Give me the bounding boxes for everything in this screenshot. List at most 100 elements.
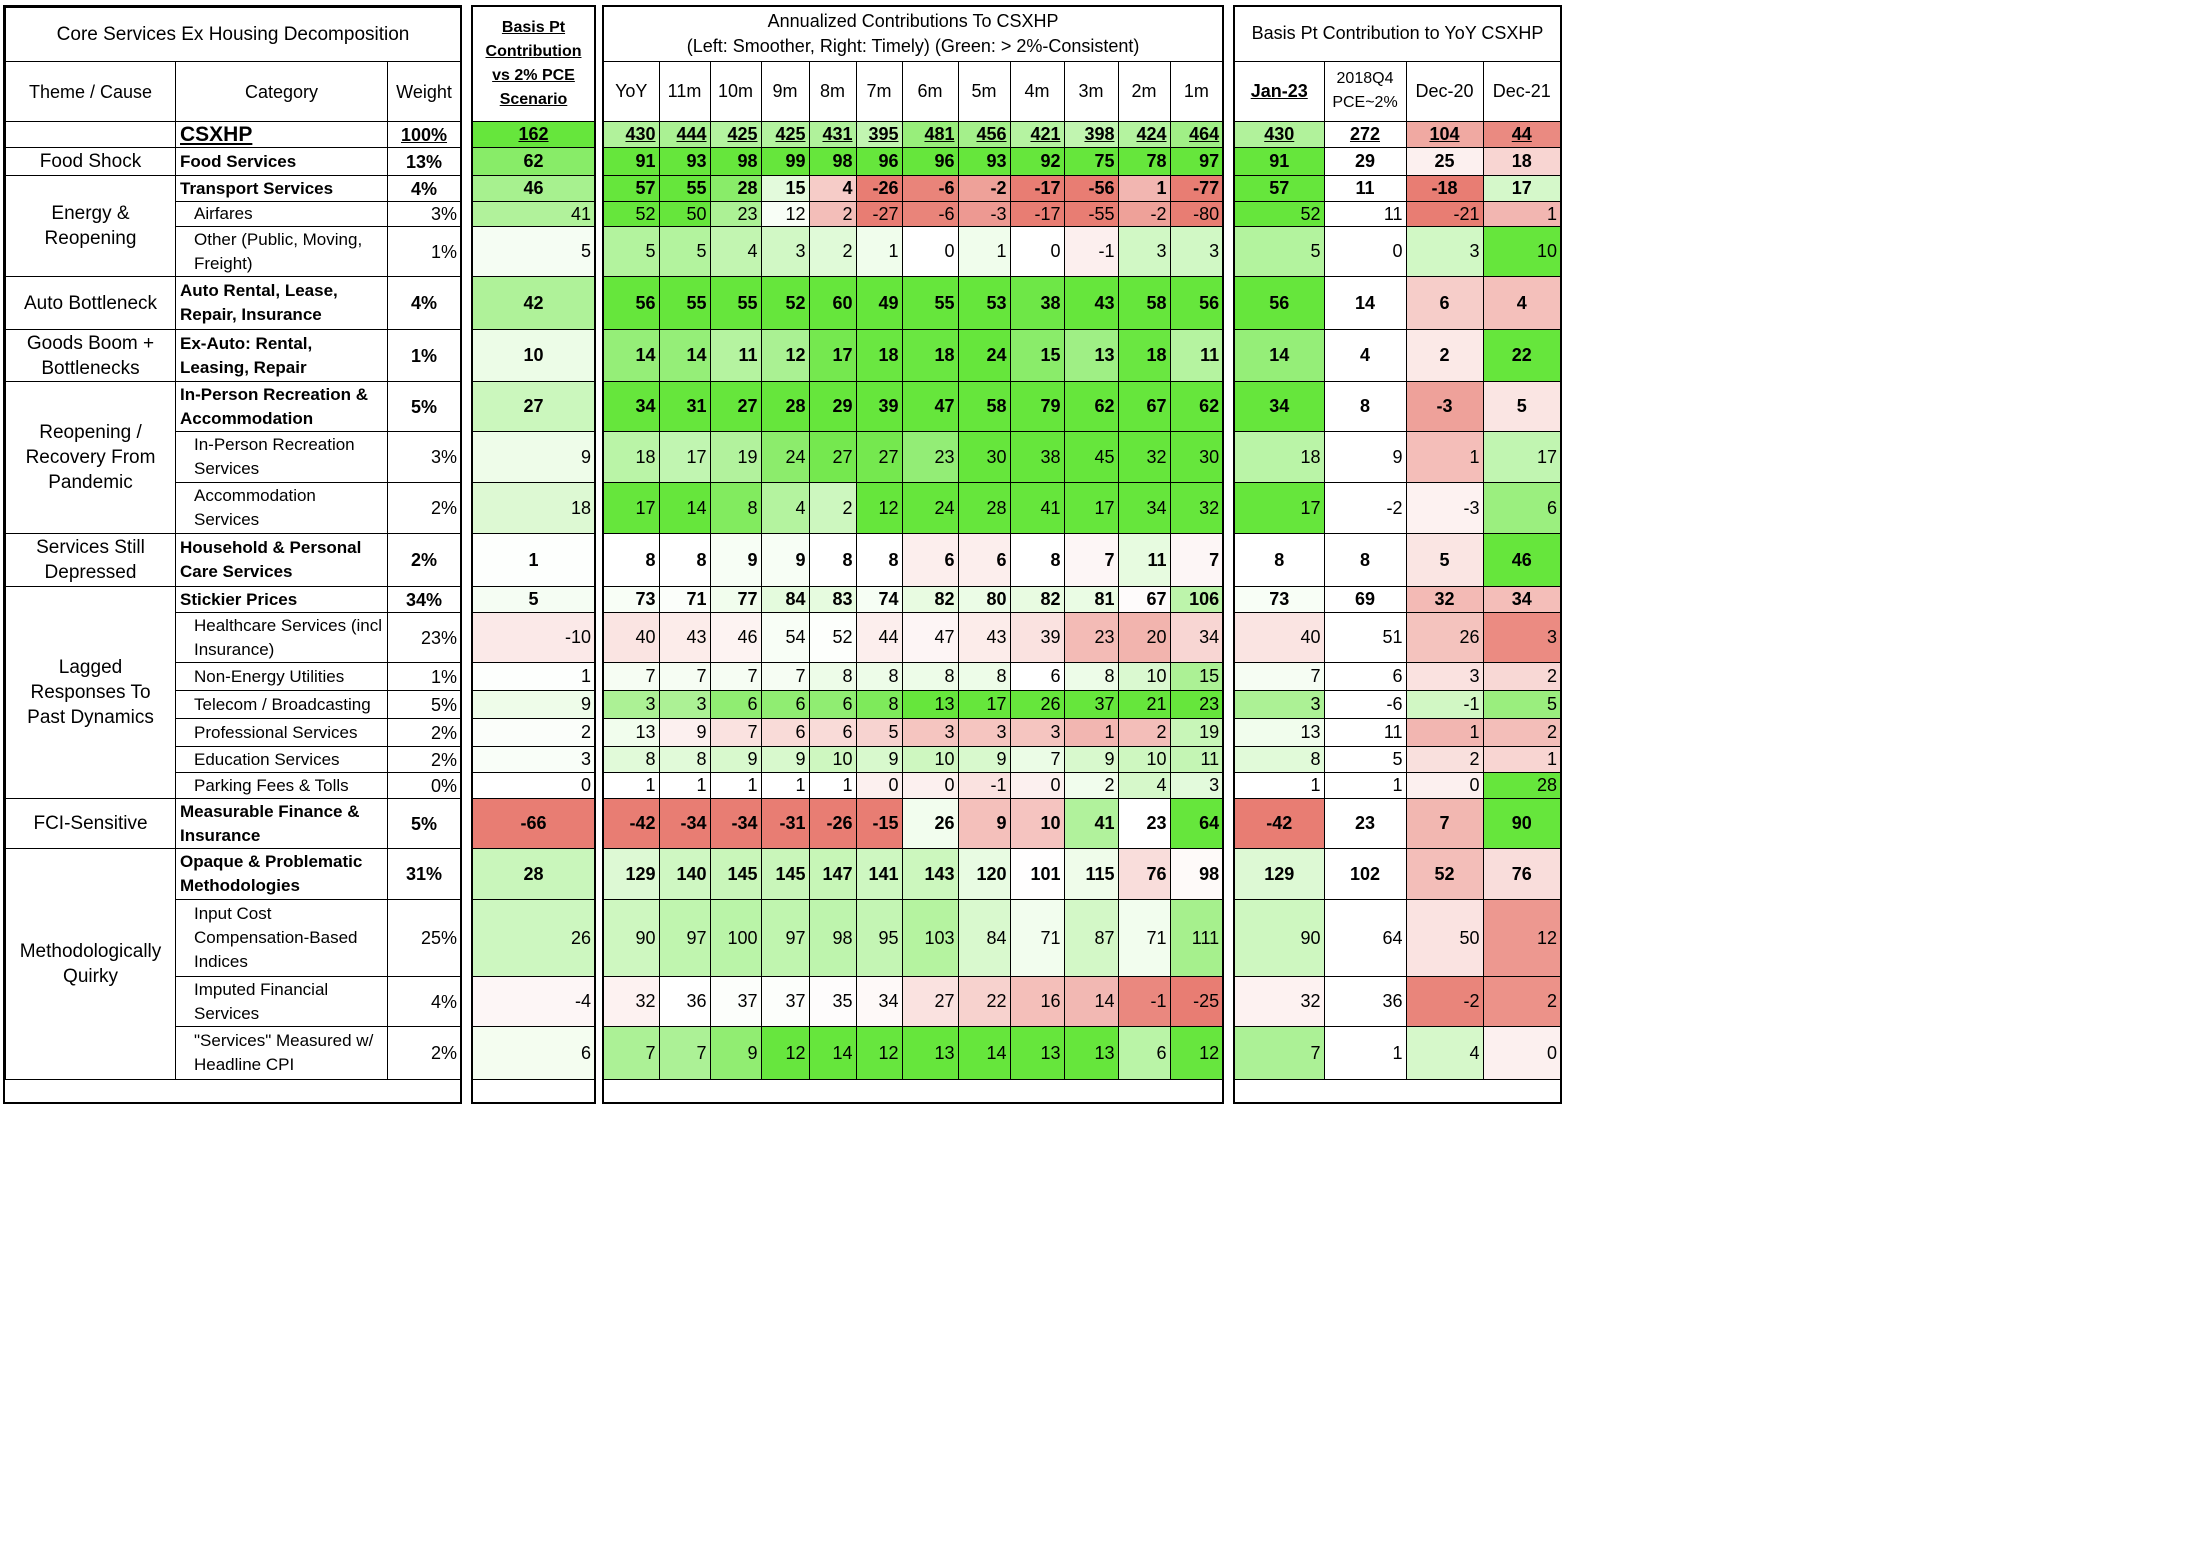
- bp-vs-2pct-value: -10: [473, 612, 594, 663]
- annualized-value: 464: [1169, 121, 1223, 148]
- annualized-value: 93: [658, 147, 710, 176]
- annualized-value: 1: [604, 772, 659, 799]
- annualized-value: 1: [957, 226, 1010, 277]
- annualized-value: 4: [808, 175, 856, 202]
- annualized-value: 6: [760, 690, 809, 719]
- yoy-value: 272: [1323, 121, 1406, 148]
- annualized-col-header: 4m: [1009, 61, 1064, 122]
- yoy-value: 26: [1405, 612, 1483, 663]
- annualized-value: -80: [1169, 201, 1223, 227]
- annualized-value: 8: [658, 533, 710, 587]
- yoy-value: 32: [1235, 976, 1324, 1027]
- category-label: CSXHP: [175, 121, 388, 148]
- annualized-value: 444: [658, 121, 710, 148]
- bp-vs-2pct-value: 18: [473, 482, 594, 534]
- bp-vs-2pct-value: 5: [473, 586, 594, 613]
- annualized-value: 23: [1117, 798, 1170, 849]
- yoy-value: -6: [1323, 690, 1406, 719]
- annualized-value: 21: [1117, 690, 1170, 719]
- annualized-value: 46: [709, 612, 761, 663]
- yoy-value: 1: [1405, 718, 1483, 747]
- yoy-value: 0: [1405, 772, 1483, 799]
- yoy-value: 8: [1235, 746, 1324, 773]
- annualized-value: 4: [709, 226, 761, 277]
- annualized-value: 15: [1169, 662, 1223, 691]
- category-label: Opaque & Problematic Methodologies: [175, 848, 388, 900]
- annualized-value: 9: [709, 746, 761, 773]
- annualized-value: 6: [709, 690, 761, 719]
- annualized-value: 8: [855, 662, 902, 691]
- annualized-value: 3: [957, 718, 1010, 747]
- yoy-value: -2: [1405, 976, 1483, 1027]
- bp-vs-2pct-value: 3: [473, 746, 594, 773]
- annualized-col-header: 10m: [709, 61, 761, 122]
- annualized-value: 2: [1117, 718, 1170, 747]
- weight-value: 1%: [386, 226, 462, 277]
- annualized-col-header: 7m: [855, 61, 902, 122]
- annualized-col-header: 8m: [808, 61, 856, 122]
- yoy-value: 8: [1323, 381, 1406, 432]
- annualized-value: 7: [604, 662, 659, 691]
- annualized-value: 17: [1063, 482, 1118, 534]
- annualized-value: 95: [855, 899, 902, 977]
- annualized-value: 58: [957, 381, 1010, 432]
- weight-value: 2%: [386, 718, 462, 747]
- annualized-value: 37: [709, 976, 761, 1027]
- annualized-value: 3: [901, 718, 958, 747]
- annualized-value: 0: [1009, 226, 1064, 277]
- annualized-value: 43: [658, 612, 710, 663]
- bp-vs-2pct-value: 62: [473, 147, 594, 176]
- annualized-value: -34: [709, 798, 761, 849]
- yoy-value: 129: [1235, 848, 1324, 900]
- annualized-value: 28: [760, 381, 809, 432]
- annualized-value: -1: [957, 772, 1010, 799]
- yoy-value: 57: [1235, 175, 1324, 202]
- annualized-value: 145: [709, 848, 761, 900]
- bp-vs-2pct-value: 9: [473, 690, 594, 719]
- annualized-value: 431: [808, 121, 856, 148]
- yoy-value: 23: [1323, 798, 1406, 849]
- annualized-col-header: 2m: [1117, 61, 1170, 122]
- annualized-col-header: 6m: [901, 61, 958, 122]
- annualized-value: 11: [1117, 533, 1170, 587]
- annualized-value: 36: [658, 976, 710, 1027]
- annualized-value: 5: [855, 718, 902, 747]
- category-label: Household & Personal Care Services: [175, 533, 388, 587]
- yoy-value: 4: [1405, 1026, 1483, 1080]
- theme-label: Reopening / Recovery From Pandemic: [5, 381, 176, 534]
- annualized-value: 23: [1063, 612, 1118, 663]
- annualized-value: 14: [1063, 976, 1118, 1027]
- yoy-value: 2: [1482, 718, 1561, 747]
- annualized-value: 9: [957, 798, 1010, 849]
- annualized-value: 27: [709, 381, 761, 432]
- annualized-value: 2: [808, 226, 856, 277]
- yoy-value: 9: [1323, 431, 1406, 483]
- annualized-value: 6: [957, 533, 1010, 587]
- bp-vs-2pct-value: 9: [473, 431, 594, 483]
- annualized-value: 0: [1009, 772, 1064, 799]
- annualized-value: 8: [709, 482, 761, 534]
- bp-vs-2pct-value: 27: [473, 381, 594, 432]
- annualized-value: 3: [658, 690, 710, 719]
- annualized-value: 1: [808, 772, 856, 799]
- annualized-value: 11: [1169, 746, 1223, 773]
- annualized-value: 34: [855, 976, 902, 1027]
- annualized-value: 29: [808, 381, 856, 432]
- annualized-value: 34: [1169, 612, 1223, 663]
- weight-value: 4%: [386, 175, 462, 202]
- category-label: Measurable Finance & Insurance: [175, 798, 388, 849]
- annualized-value: 41: [1063, 798, 1118, 849]
- yoy-value: 18: [1235, 431, 1324, 483]
- weight-value: 1%: [386, 662, 462, 691]
- yoy-value: 2: [1482, 976, 1561, 1027]
- yoy-value: 3: [1482, 612, 1561, 663]
- annualized-value: -17: [1009, 175, 1064, 202]
- annualized-value: 64: [1169, 798, 1223, 849]
- annualized-value: 17: [604, 482, 659, 534]
- annualized-col-header: 3m: [1063, 61, 1118, 122]
- weight-value: 23%: [386, 612, 462, 663]
- yoy-col-header: 2018Q4 PCE~2%: [1323, 61, 1406, 122]
- annualized-value: 14: [957, 1026, 1010, 1080]
- annualized-value: 9: [957, 746, 1010, 773]
- weight-value: 2%: [386, 746, 462, 773]
